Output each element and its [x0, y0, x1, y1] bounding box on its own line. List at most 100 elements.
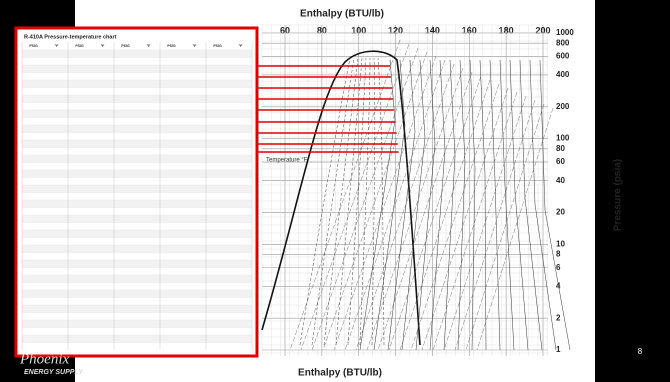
isentrope — [289, 39, 401, 351]
x-axis-title-bottom: Enthalpy (BTU/lb) — [298, 368, 382, 379]
x-tick-label: 180 — [499, 25, 514, 35]
isotherm — [387, 59, 416, 351]
isotherm — [401, 59, 426, 351]
x-tick-label: 160 — [462, 25, 477, 35]
table-header: PSIG — [29, 44, 38, 48]
isotherm — [373, 59, 406, 351]
isentrope — [322, 51, 428, 351]
quality-line — [377, 57, 385, 346]
table-row — [22, 110, 252, 118]
table-row — [22, 200, 252, 208]
page-number: 8 — [638, 347, 643, 356]
isentrope — [300, 43, 410, 351]
isotherm — [479, 59, 487, 351]
y-axis-title: Pressure (psia) — [613, 159, 624, 231]
table-row — [22, 290, 252, 298]
y-tick-label: 200 — [556, 102, 570, 111]
isentrope — [410, 83, 500, 351]
x-tick-label: 200 — [535, 25, 550, 35]
quality-line — [323, 57, 359, 346]
isentrope — [344, 59, 446, 351]
y-tick-label: 800 — [556, 38, 570, 47]
y-tick-label: 100 — [556, 134, 570, 143]
y-tick-label: 600 — [556, 51, 570, 60]
isotherm — [519, 59, 543, 351]
pt-table: R-410A Pressure-temperature chart PSIG °F… — [14, 26, 259, 358]
isotherm — [457, 59, 466, 351]
table-row — [22, 335, 252, 343]
isentrope — [366, 67, 464, 351]
y-tick-label: 6 — [556, 263, 561, 272]
table-title: R-410A Pressure-temperature chart — [24, 34, 117, 40]
isentrope — [432, 91, 518, 351]
isotherm — [499, 59, 515, 351]
quality-line — [371, 57, 376, 346]
isentrope — [465, 103, 545, 351]
isotherm — [469, 59, 476, 351]
y-tick-label: 60 — [556, 157, 565, 166]
table-header: PSIG — [121, 44, 130, 48]
y-tick-label: 40 — [556, 176, 565, 185]
table-header: °F — [193, 44, 197, 48]
quality-line — [311, 57, 355, 346]
table-row — [22, 260, 252, 268]
table-row — [22, 65, 252, 73]
quality-line — [347, 57, 367, 346]
table-row — [22, 155, 252, 163]
isotherm — [415, 59, 436, 351]
isentrope — [443, 95, 527, 351]
quality-line — [299, 57, 351, 346]
table-row — [22, 275, 252, 283]
isentrope — [454, 99, 536, 351]
logo-name: Phoenix — [19, 351, 69, 367]
x-tick-label: 100 — [351, 25, 366, 35]
table-row — [22, 170, 252, 178]
y-tick-label: 1000 — [556, 28, 574, 37]
ph-diagram: 60 80 100 120 140 160 180 200 100080060040020010… — [258, 24, 574, 356]
quality-line — [335, 57, 363, 346]
isotherm — [509, 59, 529, 351]
isotherm — [429, 59, 446, 351]
table-row — [22, 95, 252, 103]
table-row — [22, 305, 252, 313]
table-header: °F — [101, 44, 105, 48]
table-row — [22, 320, 252, 328]
table-row — [22, 140, 252, 148]
x-axis-title-top: Enthalpy (BTU/lb) — [300, 9, 384, 20]
isentrope — [355, 63, 455, 351]
isotherm — [489, 59, 501, 351]
table-row — [22, 50, 252, 58]
logo-tagline: ENERGY SUPPLY — [24, 369, 84, 376]
y-tick-label: 80 — [556, 144, 565, 153]
x-tick-label: 140 — [425, 25, 440, 35]
temperature-annotation: Temperature °F — [266, 158, 308, 164]
table-header: °F — [147, 44, 151, 48]
saturation-dome — [261, 50, 421, 346]
table-row — [22, 245, 252, 253]
table-header: PSIG — [213, 44, 222, 48]
table-row — [22, 125, 252, 133]
y-tick-label: 2 — [556, 313, 561, 322]
y-tick-label: 8 — [556, 250, 561, 259]
isotherm — [359, 59, 396, 351]
table-row — [22, 230, 252, 238]
table-row — [22, 215, 252, 223]
isotherm — [443, 59, 456, 351]
y-tick-label: 1 — [556, 345, 561, 354]
table-header: PSIG — [75, 44, 84, 48]
isotherm — [539, 59, 571, 351]
y-tick-label: 10 — [556, 239, 565, 248]
isentrope — [311, 47, 419, 351]
isentrope — [421, 87, 509, 351]
x-tick-label: 80 — [317, 25, 327, 35]
y-tick-label: 20 — [556, 208, 565, 217]
x-tick-label: 60 — [280, 25, 290, 35]
y-tick-label: 400 — [556, 70, 570, 79]
isentrope — [333, 55, 437, 351]
table-header: °F — [239, 44, 243, 48]
isentrope — [388, 75, 482, 351]
isotherm — [529, 59, 557, 351]
